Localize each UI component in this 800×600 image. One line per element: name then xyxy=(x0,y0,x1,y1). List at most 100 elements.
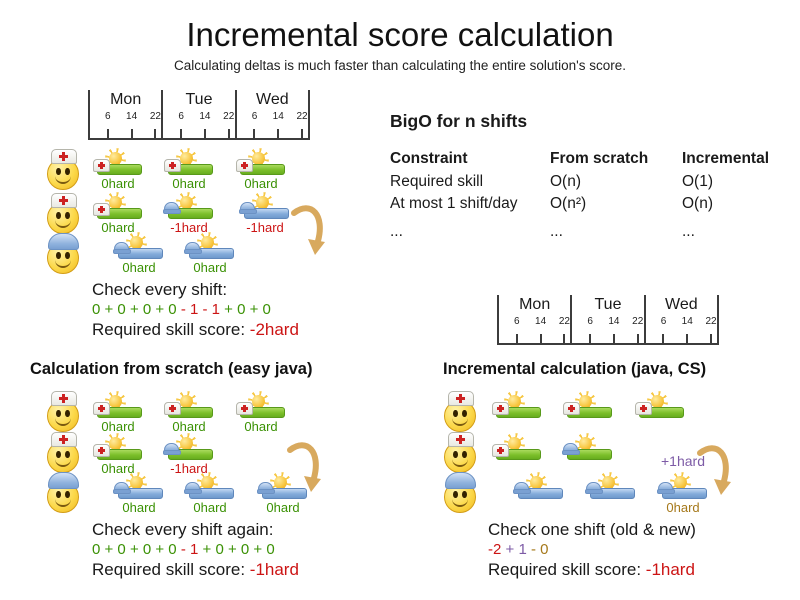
sun-icon xyxy=(526,472,547,493)
timeline-tick-mark xyxy=(180,129,183,138)
nurse-avatar xyxy=(46,149,80,190)
smile-icon xyxy=(452,457,468,467)
eye-icon xyxy=(453,491,458,498)
timeline-hour-label: 22 xyxy=(149,111,161,122)
builder-helmet-icon xyxy=(48,233,79,250)
eye-icon xyxy=(65,451,70,458)
nurse-avatar xyxy=(443,391,477,432)
score-line: Required skill score: -1hard xyxy=(92,559,299,580)
text-block-incremental: Check one shift (old & new) -2 + 1 - 0 R… xyxy=(488,519,696,580)
helmet-icon xyxy=(585,482,603,494)
nurse-hat-icon xyxy=(93,159,110,172)
score-formula: 0 + 0 + 0 + 0 - 1 + 0 + 0 + 0 xyxy=(92,540,299,559)
bigo-table: Constraint From scratch Incremental Require… xyxy=(390,148,800,243)
timeline-tick-mark xyxy=(301,129,304,138)
timeline-hour-label: 22 xyxy=(296,111,308,122)
sun-icon xyxy=(176,148,197,169)
sun-icon xyxy=(598,472,619,493)
sun-icon xyxy=(252,192,273,213)
timeline-hour-label: 22 xyxy=(558,316,570,327)
timeline-hour-label: 6 xyxy=(251,111,258,122)
timeline-day-label: Tue xyxy=(594,296,622,313)
formula-term: 0 + 0 + 0 + 0 xyxy=(92,301,181,318)
score-label: Required skill score: xyxy=(488,560,646,579)
move-arrow-icon xyxy=(697,445,731,495)
eye-icon xyxy=(56,410,61,417)
builder-avatar xyxy=(46,233,80,274)
eye-icon xyxy=(56,491,61,498)
shift-icon xyxy=(585,472,635,514)
formula-term: - 1 xyxy=(180,541,199,558)
timeline-tick-mark xyxy=(710,334,713,343)
sun-icon xyxy=(126,472,147,493)
timeline-tick-mark xyxy=(636,334,639,343)
timeline-hour-label: 14 xyxy=(272,111,284,122)
shift-score-label: 0hard xyxy=(122,260,156,275)
helmet-icon xyxy=(113,242,131,254)
eye-icon xyxy=(65,168,70,175)
helmet-icon xyxy=(163,443,181,455)
sun-icon xyxy=(126,232,147,253)
shift-icon xyxy=(635,391,684,433)
timeline-right: Mon 6 14 22 Tue 6 14 22 Wed 6 14 22 xyxy=(497,295,719,345)
timeline-hour-label: 6 xyxy=(105,111,111,122)
timeline-tick-mark xyxy=(563,334,566,343)
shift-score-label: -1hard xyxy=(170,461,208,476)
check-line: Check one shift (old & new) xyxy=(488,520,696,539)
smile-icon xyxy=(55,416,71,426)
timeline-tick-mark xyxy=(106,129,109,138)
smile-icon xyxy=(55,497,71,507)
shift-score-label: 0hard xyxy=(244,419,278,434)
sun-icon xyxy=(176,433,197,454)
timeline-day-label: Wed xyxy=(256,91,289,108)
eye-icon xyxy=(462,491,467,498)
shift-score-label: 0hard xyxy=(101,419,135,434)
timeline-hour-label: 22 xyxy=(632,316,644,327)
eye-icon xyxy=(462,410,467,417)
sun-icon xyxy=(105,148,126,169)
eye-icon xyxy=(65,212,70,219)
eye-icon xyxy=(56,212,61,219)
nurse-hat-icon xyxy=(93,203,110,216)
nurse-hat-icon xyxy=(492,444,509,457)
timeline-hour-label: 14 xyxy=(199,111,211,122)
eye-icon xyxy=(56,168,61,175)
shift-icon: -1hard xyxy=(163,433,213,476)
check-line: Check every shift again: xyxy=(92,520,274,539)
move-arrow-icon xyxy=(291,205,325,255)
shift-icon: 0hard xyxy=(113,232,163,275)
helmet-icon xyxy=(239,202,257,214)
formula-term: + 0 + 0 + 0 xyxy=(198,541,275,558)
helmet-icon xyxy=(163,202,181,214)
timeline-day: Tue 6 14 22 xyxy=(161,90,234,138)
timeline-left: Mon 6 14 22 Tue 6 14 22 Wed 6 14 22 xyxy=(88,90,310,140)
sun-icon xyxy=(504,391,525,412)
timeline-tick-mark xyxy=(253,129,256,138)
smile-icon xyxy=(55,218,71,228)
nurse-cap-icon xyxy=(51,391,77,406)
check-line: Check every shift: xyxy=(92,280,228,299)
sun-icon xyxy=(575,433,596,454)
nurse-hat-icon xyxy=(635,402,652,415)
timeline-tick-mark xyxy=(612,334,615,343)
shift-icon: 0hard xyxy=(184,232,234,275)
eye-icon xyxy=(56,451,61,458)
timeline-hour-label: 14 xyxy=(126,111,138,122)
nurse-avatar xyxy=(443,432,477,473)
score-formula: -2 + 1 - 0 xyxy=(488,540,696,559)
bigo-cell: ... xyxy=(390,222,403,240)
timeline-hour-label: 6 xyxy=(587,316,593,327)
smile-icon xyxy=(55,258,71,268)
eye-icon xyxy=(453,410,458,417)
text-block-from-scratch: Check every shift again: 0 + 0 + 0 + 0 -… xyxy=(92,519,299,580)
shift-icon: 0hard xyxy=(164,391,213,434)
timeline-tick-mark xyxy=(589,334,592,343)
nurse-cap-icon xyxy=(51,432,77,447)
timeline-tick-mark xyxy=(515,334,518,343)
timeline-day: Wed 6 14 22 xyxy=(643,295,719,343)
formula-term: -2 xyxy=(488,541,502,558)
bigo-cell: O(n) xyxy=(550,172,581,190)
smile-icon xyxy=(55,174,71,184)
helmet-icon xyxy=(184,482,202,494)
